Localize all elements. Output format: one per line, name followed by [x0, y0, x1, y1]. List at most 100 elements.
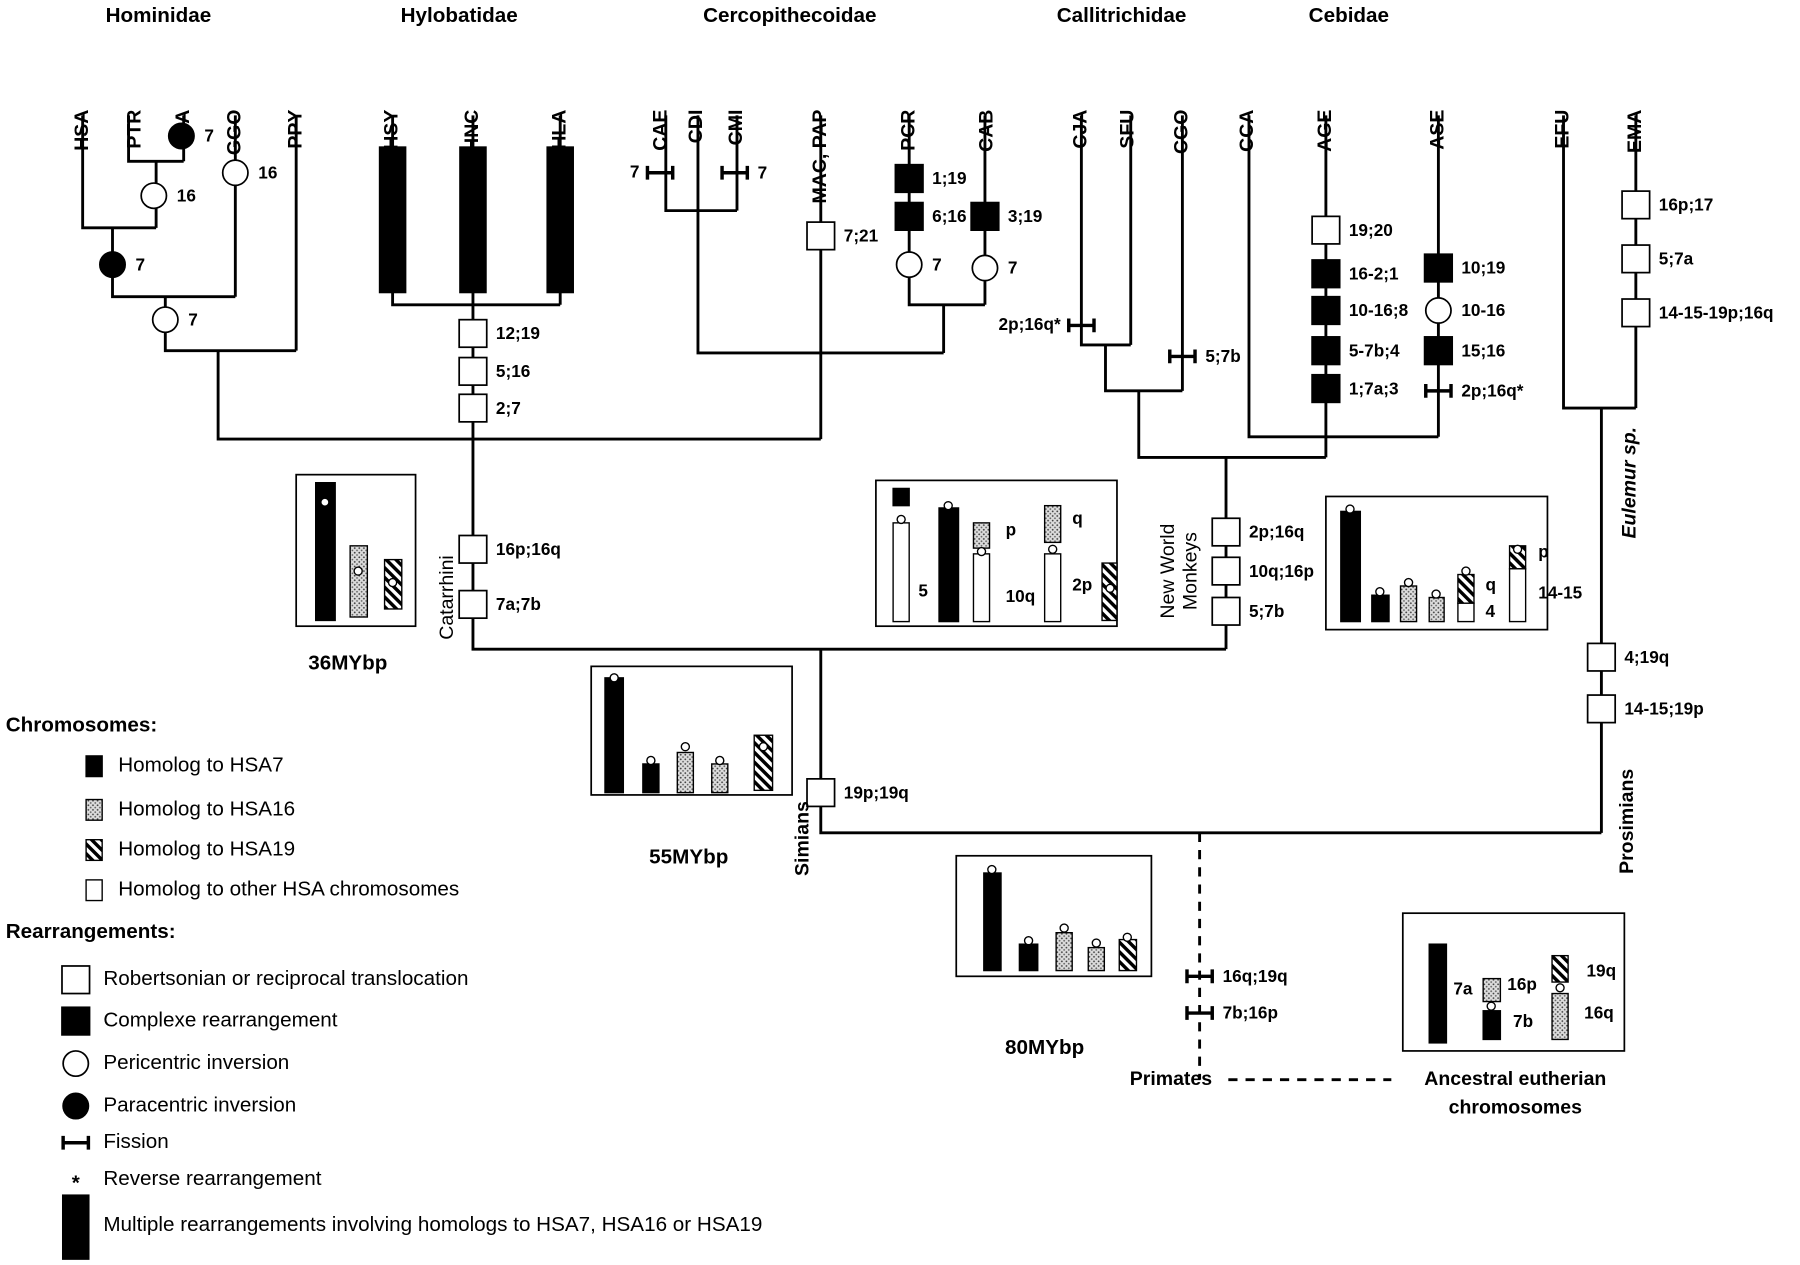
centromere	[646, 755, 656, 766]
event-label: 5-7b;4	[1349, 340, 1400, 360]
centromere	[1047, 544, 1058, 554]
branch	[1104, 344, 1183, 393]
translocation-symbol	[61, 965, 91, 995]
event-label: 16q;19q	[1223, 966, 1288, 986]
branch	[127, 115, 184, 163]
centromere	[353, 566, 363, 576]
event-label: 12;19	[496, 323, 540, 343]
event-label: 10-16	[1461, 300, 1505, 320]
translocation-symbol	[806, 778, 836, 808]
chromosome-bar	[1055, 932, 1073, 972]
pericentric-symbol	[221, 159, 249, 187]
dashed-line	[1198, 832, 1392, 1082]
chromosome-bar	[972, 522, 991, 549]
karyotype-label: p	[1006, 519, 1017, 539]
event-label: 5;7a	[1659, 249, 1694, 269]
translocation-symbol	[1211, 596, 1241, 626]
translocation-symbol	[1311, 215, 1341, 245]
centromere	[1555, 983, 1565, 993]
family-label: Cercopithecoidae	[703, 4, 876, 27]
chromosome-bar	[1043, 504, 1062, 544]
centromere	[1091, 938, 1102, 948]
event-label: 16p;16q	[496, 539, 561, 559]
centromere	[1023, 936, 1034, 946]
karyotype-box	[1401, 912, 1626, 1052]
paracentric-symbol	[99, 251, 126, 279]
event-label: 2p;16q*	[1461, 381, 1523, 401]
fission-symbol	[1424, 383, 1453, 398]
species-label: AGE	[1314, 110, 1336, 152]
centromere	[1431, 589, 1441, 599]
karyotype-box	[1325, 495, 1549, 631]
event-label: 5;16	[496, 361, 530, 381]
pericentric-symbol	[971, 254, 999, 282]
karyotype-label: 7a	[1453, 979, 1473, 999]
centromere	[1375, 587, 1385, 597]
complex-symbol	[970, 201, 1000, 232]
event-label: 10-16;8	[1349, 300, 1409, 320]
event-label: 7	[204, 126, 214, 146]
centromere	[1486, 1001, 1496, 1011]
clade-label: Monkeys	[1180, 532, 1202, 610]
species-label: EFU	[1552, 110, 1574, 149]
clade-label: Primates	[1130, 1068, 1213, 1090]
chromosome-bar	[1118, 938, 1138, 972]
karyotype-box	[295, 473, 417, 628]
species-label: HSY	[381, 110, 403, 150]
fission-symbol	[61, 1135, 91, 1150]
legend-title: Rearrangements:	[6, 920, 176, 943]
chromosome-bar	[1457, 573, 1475, 604]
translocation-symbol	[1586, 642, 1617, 672]
species-label: CCA	[1236, 110, 1258, 152]
event-label: 7	[1008, 258, 1018, 278]
branch	[163, 296, 297, 353]
translocation-symbol	[458, 589, 488, 620]
branch	[664, 115, 737, 213]
legend-text: Paracentric inversion	[103, 1093, 296, 1116]
karyotype-box	[955, 854, 1153, 978]
branch	[696, 115, 944, 355]
chromosome-bar	[1428, 943, 1448, 1044]
fission-symbol	[1185, 969, 1214, 984]
chromosome-bar	[1399, 585, 1418, 623]
event-label: 1;7a;3	[1349, 378, 1399, 398]
event-label: 7	[135, 254, 145, 274]
centromere	[758, 742, 769, 752]
complex-symbol	[894, 201, 924, 232]
karyotype-label: q	[1485, 575, 1496, 595]
centromere	[387, 577, 398, 588]
translocation-symbol	[1586, 694, 1617, 724]
family-label: Hominidae	[106, 4, 212, 27]
karyotype-label: 10q	[1006, 586, 1036, 606]
event-label: 5;7b	[1205, 346, 1240, 366]
species-label: CMI	[725, 110, 747, 146]
species-label: PPY	[284, 110, 306, 149]
chromosome-bar	[349, 545, 369, 618]
translocation-symbol	[806, 221, 836, 251]
event-label: 16p;17	[1659, 195, 1714, 215]
age-label: 55MYbp	[649, 846, 728, 869]
chromosome-bar	[1508, 568, 1527, 623]
legend-title: Chromosomes:	[6, 714, 158, 737]
species-label: GGO	[223, 110, 245, 156]
chromosome-bar	[676, 751, 695, 794]
pericentric-symbol	[895, 251, 923, 279]
species-label: EMA	[1624, 110, 1646, 153]
legend-text: Complexe rearrangement	[103, 1009, 337, 1032]
legend-text: Homolog to HSA19	[118, 837, 295, 860]
karyotype-label: 4	[1485, 601, 1495, 621]
translocation-symbol	[458, 356, 488, 386]
event-label: 6;16	[932, 206, 966, 226]
multiple-rearrangement-bar	[378, 146, 407, 294]
centromere	[896, 514, 906, 525]
complex-symbol	[1311, 373, 1341, 404]
legend-text: Homolog to HSA16	[118, 797, 295, 820]
event-label: 10q;16p	[1249, 561, 1314, 581]
legend-text: Homolog to other HSA chromosomes	[118, 878, 459, 901]
event-label: 16-2;1	[1349, 263, 1399, 283]
complex-symbol	[1423, 253, 1454, 283]
event-label: 7	[758, 162, 768, 182]
centromere	[976, 546, 987, 557]
legend-text: Robertsonian or reciprocal translocation	[103, 967, 468, 990]
clade-label: Ancestral eutherian	[1424, 1068, 1606, 1090]
